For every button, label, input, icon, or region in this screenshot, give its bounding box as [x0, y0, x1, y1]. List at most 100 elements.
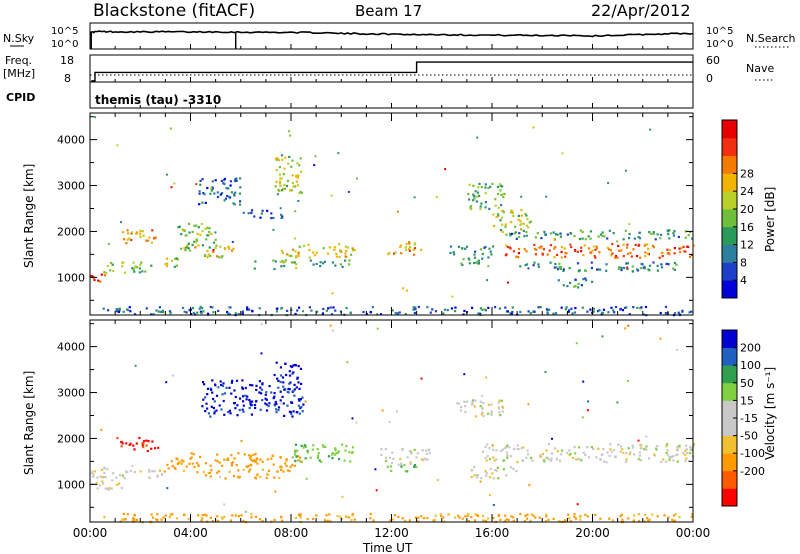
scatter-cell: [220, 256, 223, 259]
scatter-cell: [280, 516, 283, 519]
scatter-cell: [107, 242, 110, 245]
scatter-cell: [290, 254, 293, 258]
scatter-cell: [525, 214, 528, 217]
scatter-cell: [458, 516, 461, 519]
scatter-cell: [300, 170, 303, 173]
scatter-cell: [525, 456, 528, 459]
scatter-cell: [334, 447, 337, 450]
scatter-cell: [180, 247, 183, 250]
scatter-cell: [245, 465, 248, 468]
scatter-cell: [496, 185, 500, 188]
scatter-cell: [592, 310, 595, 313]
scatter-cell: [473, 195, 476, 198]
scatter-cell: [544, 371, 547, 373]
scatter-cell: [512, 467, 515, 470]
scatter-cell: [631, 265, 634, 268]
scatter-cell: [420, 458, 424, 461]
scatter-cell: [200, 517, 203, 520]
scatter-cell: [513, 232, 516, 235]
scatter-cell: [503, 192, 506, 196]
scatter-cell: [297, 404, 300, 407]
scatter-cell: [481, 450, 485, 453]
scatter-cell: [673, 230, 676, 233]
scatter-cell: [231, 249, 234, 252]
scatter-cell: [559, 267, 562, 270]
scatter-cell: [667, 516, 670, 519]
scatter-cell: [288, 410, 291, 413]
scatter-cell: [134, 266, 137, 269]
scatter-cell: [186, 243, 189, 247]
scatter-cell: [294, 364, 298, 367]
scatter-cell: [477, 259, 480, 262]
scatter-cell: [205, 402, 208, 405]
scatter-cell: [274, 185, 277, 188]
scatter-cell: [281, 158, 284, 161]
scatter-cell: [160, 518, 163, 521]
scatter-cell: [643, 520, 646, 523]
scatter-cell: [315, 514, 318, 517]
scatter-cell: [187, 247, 190, 250]
scatter-cell: [295, 180, 298, 183]
scatter-cell: [93, 278, 96, 281]
scatter-cell: [498, 307, 501, 310]
scatter-cell: [494, 198, 497, 201]
scatter-cell: [529, 519, 532, 522]
scatter-cell: [684, 230, 687, 233]
scatter-cell: [97, 279, 100, 282]
scatter-cell: [323, 518, 326, 521]
scatter-cell: [584, 269, 587, 273]
scatter-cell: [281, 251, 285, 254]
scatter-cell: [592, 447, 595, 451]
scatter-cell: [152, 313, 155, 316]
scatter-cell: [673, 252, 676, 255]
scatter-cell: [91, 470, 94, 473]
scatter-cell: [499, 189, 502, 192]
scatter-cell: [246, 308, 249, 311]
scatter-cell: [221, 255, 224, 258]
scatter-cell: [133, 448, 136, 451]
scatter-cell: [520, 195, 523, 198]
scatter-cell: [230, 392, 233, 395]
scatter-cell: [414, 516, 417, 519]
scatter-cell: [647, 268, 650, 271]
scatter-cell: [293, 383, 296, 386]
scatter-cell: [504, 254, 507, 257]
scatter-cell: [216, 191, 219, 194]
scatter-cell: [251, 209, 254, 212]
colorbar-segment: [722, 155, 737, 174]
scatter-cell: [201, 201, 204, 204]
scatter-cell: [391, 309, 394, 312]
scatter-cell: [256, 458, 259, 461]
scatter-cell: [144, 270, 147, 273]
scatter-cell: [394, 311, 397, 315]
scatter-cell: [564, 252, 567, 255]
scatter-cell: [138, 271, 141, 274]
scatter-cell: [104, 476, 107, 479]
scatter-cell: [668, 229, 671, 232]
scatter-cell: [616, 256, 619, 259]
scatter-cell: [625, 452, 628, 455]
scatter-cell: [216, 515, 219, 518]
scatter-cell: [241, 379, 244, 382]
scatter-cell: [198, 307, 201, 310]
scatter-cell: [499, 449, 503, 452]
scatter-cell: [335, 252, 338, 255]
scatter-cell: [189, 249, 192, 252]
scatter-cell: [215, 394, 219, 397]
colorbar-segment: [722, 137, 737, 156]
scatter-cell: [444, 168, 447, 171]
scatter-cell: [404, 519, 407, 522]
scatter-cell: [296, 176, 299, 179]
scatter-cell: [346, 246, 349, 249]
scatter-cell: [582, 278, 585, 281]
scatter-cell: [195, 239, 198, 242]
scatter-cell: [488, 207, 491, 210]
scatter-cell: [634, 243, 637, 246]
scatter-cell: [297, 455, 300, 458]
scatter-cell: [154, 447, 157, 450]
scatter-cell: [312, 444, 315, 447]
scatter-cell: [209, 192, 212, 195]
scatter-cell: [148, 476, 151, 479]
y-tick-label: 1000: [57, 478, 85, 491]
scatter-cell: [299, 513, 302, 516]
